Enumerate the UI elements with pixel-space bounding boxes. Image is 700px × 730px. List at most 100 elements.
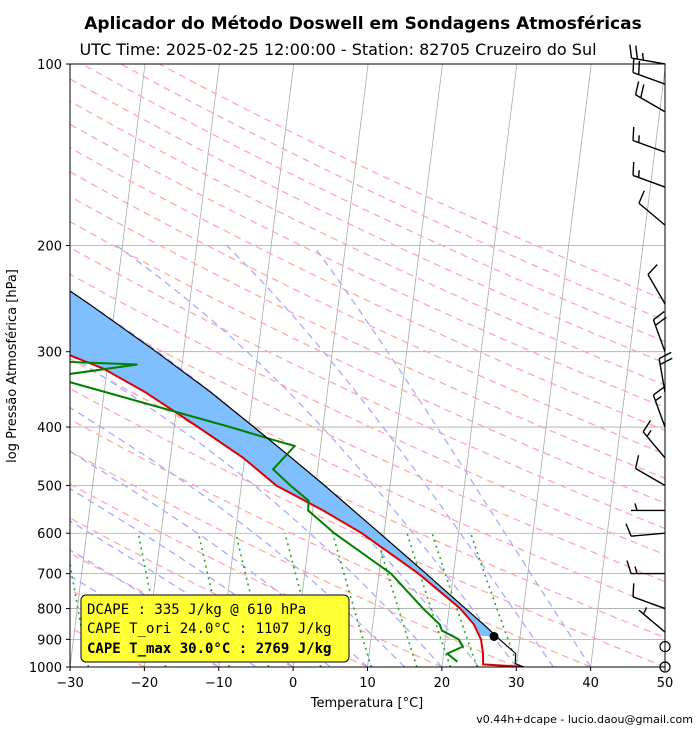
- y-tick-label: 500: [37, 479, 62, 494]
- wind-barb-flag: [640, 84, 645, 98]
- lcl-point: [489, 631, 499, 641]
- dry-adiabat: [70, 328, 665, 610]
- wind-barb-half-flag: [634, 503, 638, 511]
- calm-wind-marker: [659, 661, 671, 673]
- wind-barb-flag: [632, 161, 635, 176]
- wind-barb-flag: [655, 316, 667, 326]
- mixing-ratio-line: [406, 532, 452, 667]
- x-axis-label: Temperatura [°C]: [310, 696, 423, 711]
- moist-adiabat: [70, 354, 443, 667]
- wind-barb-half-flag: [655, 395, 662, 402]
- wind-barb-flag: [634, 455, 640, 469]
- y-tick-label: 600: [37, 527, 62, 542]
- wind-barb-flag: [635, 45, 639, 60]
- x-tick-label: 20: [434, 676, 451, 691]
- wind-barb-flag: [632, 583, 635, 597]
- dry-adiabat: [70, 246, 665, 530]
- wind-barb-staff: [638, 202, 666, 226]
- moist-adiabat: [70, 406, 406, 667]
- x-tick-label: 10: [359, 676, 376, 691]
- x-tick-label: 30: [508, 676, 525, 691]
- wind-barb-staff: [638, 609, 666, 633]
- moist-adiabat: [226, 245, 554, 667]
- info-cape-original: CAPE T_ori 24.0°C : 1107 J/kg: [87, 621, 331, 637]
- dry-adiabat: [70, 146, 665, 432]
- wind-barb-half-flag: [642, 607, 648, 615]
- isotherm-line: [664, 663, 665, 667]
- wind-barb-flag: [637, 60, 641, 75]
- wind-barb-flag: [659, 357, 673, 366]
- wind-barb-flag: [642, 420, 652, 433]
- isotherm-line: [515, 64, 592, 667]
- x-tick-label: 40: [582, 676, 599, 691]
- dry-adiabat: [70, 78, 665, 364]
- x-tick-label: −10: [205, 676, 232, 691]
- info-box-background: [80, 594, 350, 663]
- wind-barb-flag: [652, 386, 665, 396]
- isotherm-line: [143, 64, 220, 667]
- footer-credit: v0.44h+dcape - lucio.daou@gmail.com: [476, 713, 693, 726]
- x-tick-label: −30: [56, 676, 83, 691]
- mixing-ratio-line: [374, 532, 418, 667]
- dry-adiabat: [70, 123, 665, 409]
- wind-barb-flag: [634, 81, 640, 95]
- x-axis: −30 −20 −10 0 10 20 30 40 50: [56, 667, 673, 691]
- y-tick-label: 400: [37, 421, 62, 436]
- dry-adiabat: [70, 483, 443, 667]
- mixing-ratio-line: [469, 532, 519, 667]
- y-tick-label: 900: [37, 633, 62, 648]
- wind-barb-half-flag: [646, 430, 652, 437]
- cape-area: [70, 290, 497, 637]
- wind-barb-flag: [632, 126, 635, 141]
- wind-barb-flag: [652, 310, 665, 321]
- sounding-profiles: [70, 290, 524, 667]
- wind-barb-staff: [652, 319, 666, 352]
- y-tick-label: 700: [37, 568, 62, 583]
- y-tick-label: 100: [37, 58, 62, 73]
- y-tick-label: 200: [37, 240, 62, 255]
- mixing-ratio-line: [431, 532, 478, 667]
- wind-barb-flag: [658, 351, 672, 360]
- wind-barb-half-flag: [641, 52, 645, 61]
- wind-barbs: [625, 44, 673, 673]
- dry-adiabat: [70, 273, 665, 556]
- wind-barb-half-flag: [634, 566, 638, 574]
- chart-title: Aplicador do Método Doswell em Sondagens…: [84, 14, 641, 34]
- dry-adiabat: [70, 450, 517, 667]
- wind-barb-staff: [647, 274, 666, 305]
- wind-barb-half-flag: [637, 135, 640, 143]
- dry-adiabat: [70, 100, 665, 386]
- info-box: DCAPE : 335 J/kg @ 610 hPa CAPE T_ori 24…: [80, 594, 350, 663]
- isotherm-line: [218, 64, 295, 667]
- x-tick-label: 0: [289, 676, 297, 691]
- moist-adiabat: [70, 450, 368, 667]
- dry-adiabat: [70, 418, 591, 667]
- y-tick-label: 800: [37, 603, 62, 618]
- y-tick-label: 300: [37, 346, 62, 361]
- wind-barb-staff: [635, 467, 666, 487]
- parcel-line: [70, 290, 524, 667]
- wind-barb-flag: [632, 58, 635, 73]
- wind-barb-flag: [625, 523, 632, 537]
- y-tick-label: 1000: [29, 661, 62, 676]
- wind-barb-half-flag: [637, 170, 640, 178]
- wind-barb-staff: [642, 431, 666, 459]
- info-dcape: DCAPE : 335 J/kg @ 610 hPa: [87, 602, 306, 618]
- isotherm-line: [292, 64, 369, 667]
- y-axis: 100 200 300 400 500 600 700 800 900 1000: [29, 58, 70, 676]
- wind-barb-staff: [632, 596, 666, 610]
- wind-barb-staff: [652, 394, 666, 428]
- x-tick-label: −20: [131, 676, 158, 691]
- wind-barb-staff: [631, 532, 666, 537]
- y-axis-label: log Pressão Atmosférica [hPa]: [5, 269, 20, 463]
- moist-adiabat: [312, 245, 592, 667]
- info-cape-max: CAPE T_max 30.0°C : 2769 J/kg: [87, 641, 331, 657]
- dry-adiabat: [81, 64, 665, 343]
- wind-barb-flag: [626, 560, 632, 574]
- dewpoint-line: [70, 360, 465, 663]
- wind-barb-staff: [631, 57, 666, 65]
- moist-adiabat: [115, 244, 517, 667]
- mixing-ratio-line: [331, 532, 373, 667]
- isotherm-line: [441, 64, 518, 667]
